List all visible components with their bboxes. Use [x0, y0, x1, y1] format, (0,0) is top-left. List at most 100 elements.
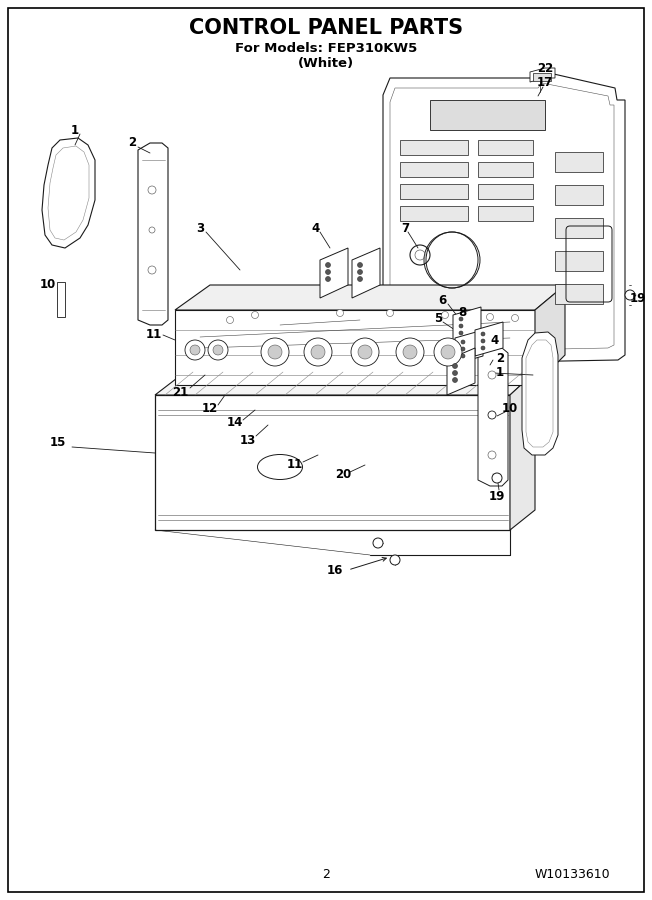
Circle shape: [357, 276, 363, 282]
Circle shape: [325, 276, 331, 282]
Polygon shape: [522, 332, 558, 455]
Circle shape: [461, 340, 465, 344]
Polygon shape: [155, 395, 510, 530]
Text: 1: 1: [496, 366, 504, 380]
Circle shape: [481, 339, 485, 343]
Text: 13: 13: [240, 434, 256, 446]
Circle shape: [488, 451, 496, 459]
Text: 19: 19: [630, 292, 646, 304]
Circle shape: [488, 371, 496, 379]
Text: 4: 4: [312, 221, 320, 235]
Bar: [478, 140, 533, 155]
Text: 16: 16: [327, 563, 343, 577]
Bar: [57, 282, 65, 317]
Polygon shape: [175, 310, 535, 385]
Polygon shape: [535, 285, 565, 385]
Bar: [400, 184, 468, 199]
Bar: [478, 184, 533, 199]
Circle shape: [252, 311, 258, 319]
Text: (White): (White): [298, 57, 354, 69]
Circle shape: [373, 538, 383, 548]
Circle shape: [492, 473, 502, 483]
Circle shape: [452, 364, 458, 368]
Circle shape: [226, 317, 233, 323]
Circle shape: [452, 371, 458, 375]
Text: 2: 2: [496, 352, 504, 365]
Circle shape: [351, 338, 379, 366]
Circle shape: [452, 377, 458, 382]
Circle shape: [481, 346, 485, 350]
Bar: [430, 100, 545, 130]
Text: 10: 10: [502, 401, 518, 415]
Polygon shape: [475, 322, 503, 356]
Circle shape: [304, 338, 332, 366]
Polygon shape: [447, 348, 475, 395]
Circle shape: [358, 345, 372, 359]
Circle shape: [459, 317, 463, 321]
Polygon shape: [530, 68, 555, 82]
Bar: [555, 218, 603, 238]
Circle shape: [213, 345, 223, 355]
Text: 22: 22: [537, 61, 553, 75]
Circle shape: [390, 555, 400, 565]
Text: CONTROL PANEL PARTS: CONTROL PANEL PARTS: [189, 18, 463, 38]
Circle shape: [461, 347, 465, 351]
Circle shape: [461, 354, 465, 358]
Text: 5: 5: [434, 311, 442, 325]
Circle shape: [441, 311, 449, 319]
Text: 2: 2: [128, 137, 136, 149]
Bar: [400, 206, 468, 221]
Circle shape: [486, 313, 494, 320]
Circle shape: [149, 227, 155, 233]
Text: For Models: FEP310KW5: For Models: FEP310KW5: [235, 41, 417, 55]
Circle shape: [325, 263, 331, 267]
Text: 12: 12: [202, 401, 218, 415]
Circle shape: [190, 345, 200, 355]
Polygon shape: [455, 330, 483, 364]
Polygon shape: [138, 143, 168, 325]
Polygon shape: [383, 72, 625, 362]
Text: 19: 19: [489, 491, 505, 503]
Circle shape: [357, 269, 363, 274]
Polygon shape: [175, 285, 565, 310]
Text: 11: 11: [146, 328, 162, 341]
Bar: [400, 162, 468, 177]
Text: 7: 7: [401, 221, 409, 235]
Text: 14: 14: [227, 417, 243, 429]
Circle shape: [185, 340, 205, 360]
Circle shape: [387, 310, 394, 317]
Polygon shape: [42, 138, 95, 248]
Bar: [533, 73, 551, 81]
Text: W10133610: W10133610: [535, 868, 610, 881]
Text: 1: 1: [71, 123, 79, 137]
Circle shape: [311, 345, 325, 359]
Circle shape: [148, 266, 156, 274]
Circle shape: [396, 338, 424, 366]
Polygon shape: [510, 372, 535, 530]
Circle shape: [625, 290, 635, 300]
Circle shape: [148, 186, 156, 194]
Bar: [555, 185, 603, 205]
Circle shape: [208, 340, 228, 360]
Circle shape: [481, 332, 485, 336]
Polygon shape: [453, 307, 481, 341]
Text: 15: 15: [50, 436, 67, 449]
Text: 4: 4: [491, 334, 499, 346]
Circle shape: [459, 324, 463, 328]
Polygon shape: [155, 372, 535, 395]
Text: 17: 17: [537, 76, 553, 89]
Bar: [555, 284, 603, 304]
Text: 21: 21: [172, 385, 188, 399]
Bar: [555, 152, 603, 172]
Text: 2: 2: [322, 868, 330, 881]
Bar: [478, 206, 533, 221]
Bar: [400, 140, 468, 155]
Circle shape: [261, 338, 289, 366]
Circle shape: [336, 310, 344, 317]
Bar: [478, 162, 533, 177]
Circle shape: [459, 331, 463, 335]
Circle shape: [434, 338, 462, 366]
Text: 10: 10: [40, 278, 56, 292]
Text: 8: 8: [458, 305, 466, 319]
Polygon shape: [320, 248, 348, 298]
